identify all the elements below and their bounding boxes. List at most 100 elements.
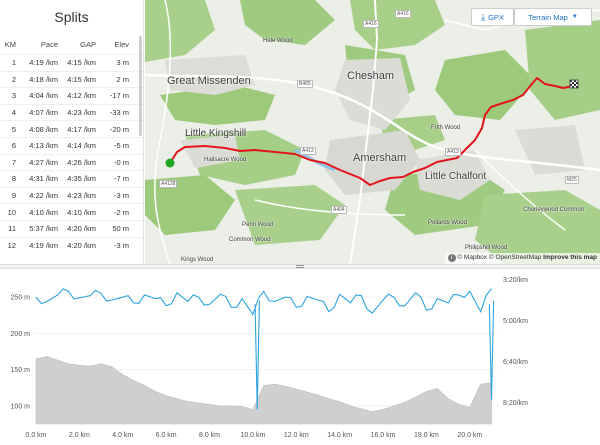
split-row[interactable]: 9 4:22 /km 4:23 /km -3 m bbox=[0, 186, 143, 204]
split-pace: 4:18 /km bbox=[29, 74, 58, 84]
y2-tick-label: 6:40/km bbox=[503, 359, 528, 366]
gpx-label: GPX bbox=[488, 12, 504, 22]
elevation-area bbox=[35, 356, 492, 425]
split-row[interactable]: 5 4:08 /km 4:17 /km -20 m bbox=[0, 120, 143, 137]
header-km: KM bbox=[4, 40, 16, 49]
place-kings-wood: Kings Wood bbox=[181, 257, 214, 263]
split-row[interactable]: 8 4:31 /km 4:35 /km -7 m bbox=[0, 170, 143, 187]
split-km: 7 bbox=[11, 157, 16, 167]
split-row[interactable]: 3 4:04 /km 4:12 /km -17 m bbox=[0, 87, 143, 104]
split-elev: -17 m bbox=[109, 91, 129, 101]
split-pace: 4:19 /km bbox=[29, 58, 58, 68]
splits-table[interactable]: 1 4:19 /km 4:15 /km 3 m 2 4:18 /km 4:15 /km 2 m… bbox=[0, 54, 143, 253]
x-tick-label: 8.0 km bbox=[199, 432, 220, 439]
y2-tick-label: 5:00/km bbox=[503, 318, 528, 325]
split-km: 3 bbox=[11, 91, 16, 101]
splits-panel: Splits KM Pace GAP Elev 1 4:19 /km 4:15 /k… bbox=[0, 0, 144, 264]
split-gap: 4:17 /km bbox=[67, 124, 96, 134]
place-pollards-wood: Pollards Wood bbox=[428, 220, 467, 226]
split-elev: -3 m bbox=[114, 240, 129, 250]
resize-handle-icon[interactable] bbox=[296, 265, 304, 268]
place-amersham: Amersham bbox=[353, 152, 407, 164]
map-canvas[interactable] bbox=[145, 0, 600, 264]
road-tag: M25 bbox=[565, 176, 579, 184]
y-tick-label: 250 m bbox=[11, 295, 31, 302]
split-gap: 4:23 /km bbox=[67, 108, 96, 118]
split-pace: 4:07 /km bbox=[29, 108, 58, 118]
split-row[interactable]: 2 4:18 /km 4:15 /km 2 m bbox=[0, 70, 143, 88]
place-common-wood: Common Wood bbox=[229, 237, 271, 243]
split-gap: 4:15 /km bbox=[67, 58, 96, 68]
split-pace: 4:27 /km bbox=[29, 157, 58, 167]
split-pace: 4:13 /km bbox=[29, 141, 58, 151]
y-tick-label: 100 m bbox=[11, 403, 31, 410]
road-tag: B485 bbox=[297, 80, 313, 88]
x-tick-label: 0.0 km bbox=[25, 432, 46, 439]
split-elev: 3 m bbox=[116, 58, 129, 68]
split-elev: -0 m bbox=[114, 157, 129, 167]
split-km: 1 bbox=[11, 58, 16, 68]
x-tick-label: 18.0 km bbox=[414, 432, 439, 439]
split-gap: 4:12 /km bbox=[67, 91, 96, 101]
x-tick-label: 12.0 km bbox=[284, 432, 309, 439]
place-little-kingshill: Little Kingshill bbox=[185, 128, 247, 139]
place-chesham: Chesham bbox=[347, 70, 395, 82]
x-tick-label: 20.0 km bbox=[457, 432, 482, 439]
split-elev: -3 m bbox=[114, 191, 129, 201]
split-km: 10 bbox=[7, 207, 16, 217]
split-row[interactable]: 12 4:19 /km 4:20 /km -3 m bbox=[0, 236, 143, 254]
place-hale-wood: Hale Wood bbox=[263, 38, 293, 44]
header-elev: Elev bbox=[114, 40, 129, 49]
place-hailsacre-wood: Hailsacre Wood bbox=[204, 157, 247, 163]
split-gap: 4:10 /km bbox=[67, 207, 96, 217]
x-tick-label: 2.0 km bbox=[69, 432, 90, 439]
split-elev: -7 m bbox=[114, 174, 129, 184]
split-km: 4 bbox=[11, 108, 16, 118]
splits-scrollbar[interactable] bbox=[139, 36, 142, 136]
split-row[interactable]: 1 4:19 /km 4:15 /km 3 m bbox=[0, 54, 143, 71]
gpx-download-button[interactable]: ⤓ GPX bbox=[471, 8, 514, 26]
mapbox-link[interactable]: © Mapbox bbox=[457, 254, 488, 261]
split-pace: 4:22 /km bbox=[29, 191, 58, 201]
y-tick-label: 200 m bbox=[11, 331, 31, 338]
place-chorleywood-common: Chorleywood Common bbox=[523, 207, 585, 213]
split-elev: -20 m bbox=[109, 124, 129, 134]
osm-link[interactable]: © OpenStreetMap bbox=[488, 254, 542, 261]
y2-tick-label: 8:20/km bbox=[503, 400, 528, 407]
download-icon: ⤓ bbox=[481, 11, 486, 22]
split-km: 8 bbox=[11, 174, 16, 184]
place-penn-wood: Penn Wood bbox=[242, 222, 274, 228]
y-tick-label: 150 m bbox=[11, 367, 31, 374]
x-tick-label: 4.0 km bbox=[112, 432, 133, 439]
place-philipshill-wood: Philipshill Wood bbox=[465, 245, 508, 251]
x-tick-label: 14.0 km bbox=[327, 432, 352, 439]
split-row[interactable]: 4 4:07 /km 4:23 /km -33 m bbox=[0, 103, 143, 121]
elevation-pace-chart[interactable]: 250 m 200 m 150 m 100 m 3:20/km 5:00/km 6:40/k… bbox=[0, 269, 600, 445]
split-row[interactable]: 11 5:37 /km 4:20 /km 50 m bbox=[0, 219, 143, 237]
map-attribution: i © Mapbox © OpenStreetMap Improve this … bbox=[444, 253, 600, 264]
split-km: 6 bbox=[11, 141, 16, 151]
info-icon[interactable]: i bbox=[447, 254, 456, 262]
road-tag: A416 bbox=[363, 20, 379, 28]
terrain-label: Terrain Map bbox=[528, 12, 568, 22]
split-gap: 4:20 /km bbox=[67, 224, 96, 234]
route-map[interactable]: Great Missenden Chesham Amersham Little … bbox=[145, 0, 600, 264]
split-row[interactable]: 7 4:27 /km 4:26 /km -0 m bbox=[0, 153, 143, 171]
pace-line bbox=[35, 288, 495, 410]
split-elev: -5 m bbox=[114, 141, 129, 151]
splits-header: KM Pace GAP Elev bbox=[0, 35, 143, 54]
improve-map-link[interactable]: Improve this map bbox=[543, 254, 597, 261]
chevron-down-icon: ▼ bbox=[571, 14, 578, 20]
split-km: 11 bbox=[8, 224, 16, 234]
road-tag: A416 bbox=[395, 10, 411, 18]
terrain-map-dropdown[interactable]: Terrain Map ▼ bbox=[514, 8, 592, 26]
splits-title: Splits bbox=[54, 9, 89, 25]
split-pace: 4:19 /km bbox=[29, 240, 58, 250]
split-gap: 4:35 /km bbox=[67, 174, 96, 184]
split-row[interactable]: 6 4:13 /km 4:14 /km -5 m bbox=[0, 136, 143, 154]
split-gap: 4:23 /km bbox=[67, 191, 96, 201]
panel-divider[interactable] bbox=[0, 264, 600, 269]
header-gap: GAP bbox=[80, 40, 96, 49]
split-gap: 4:14 /km bbox=[67, 141, 96, 151]
split-row[interactable]: 10 4:10 /km 4:10 /km -2 m bbox=[0, 203, 143, 220]
